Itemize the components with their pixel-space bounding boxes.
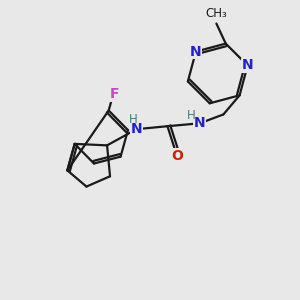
Text: N: N	[131, 122, 142, 136]
Text: O: O	[171, 149, 183, 163]
Text: N: N	[190, 45, 202, 58]
Text: CH₃: CH₃	[206, 7, 227, 20]
Text: F: F	[110, 87, 119, 101]
Text: N: N	[242, 58, 254, 72]
Text: H: H	[187, 109, 196, 122]
Text: N: N	[194, 116, 206, 130]
Text: H: H	[129, 113, 138, 126]
